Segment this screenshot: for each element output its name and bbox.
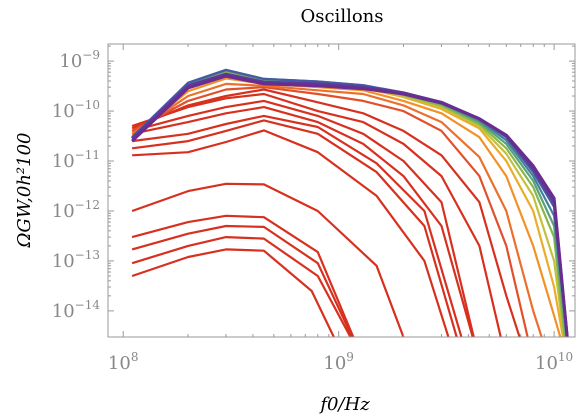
x-axis-label: f0/Hz xyxy=(318,394,370,415)
series-layer xyxy=(131,68,569,366)
series-line-6 xyxy=(131,182,405,337)
series-line-20 xyxy=(131,69,568,337)
y-tick-label: 10−14 xyxy=(52,298,101,322)
y-tick-label: 10−10 xyxy=(52,98,100,122)
series-line-10 xyxy=(131,106,474,337)
plot-frame xyxy=(107,43,576,338)
series-line-18 xyxy=(131,71,566,337)
series-line-12 xyxy=(131,92,502,337)
series-line-8 xyxy=(131,119,458,337)
y-tick-label: 10−12 xyxy=(52,198,100,222)
series-line-7 xyxy=(132,129,450,337)
series-line-24 xyxy=(131,74,569,337)
tick-layer: 10−9 10−10 10−11 10−12 10−13 10−14 108 109 1010 xyxy=(52,44,575,374)
y-tick-label: 10−13 xyxy=(52,248,100,272)
x-tick-label: 1010 xyxy=(535,350,573,374)
series-line-11 xyxy=(131,99,475,337)
series-line-14 xyxy=(131,86,529,337)
y-tick-label: 10−9 xyxy=(59,48,100,72)
x-tick-label: 108 xyxy=(108,350,139,374)
series-line-1 xyxy=(132,341,305,366)
series-line-4 xyxy=(131,224,354,337)
series-line-13 xyxy=(131,88,521,337)
series-line-2 xyxy=(131,248,336,337)
chart-title: Oscillons xyxy=(300,6,383,27)
series-line-17 xyxy=(131,73,565,337)
series-line-9 xyxy=(131,114,463,337)
series-line-15 xyxy=(131,82,543,337)
series-line-5 xyxy=(131,214,355,337)
series-line-16 xyxy=(131,77,562,337)
y-tick-label: 10−11 xyxy=(52,148,100,172)
x-tick-label: 109 xyxy=(323,350,354,374)
y-axis-label: ΩGW,0h²100 xyxy=(14,133,35,249)
series-line-3 xyxy=(131,236,352,337)
